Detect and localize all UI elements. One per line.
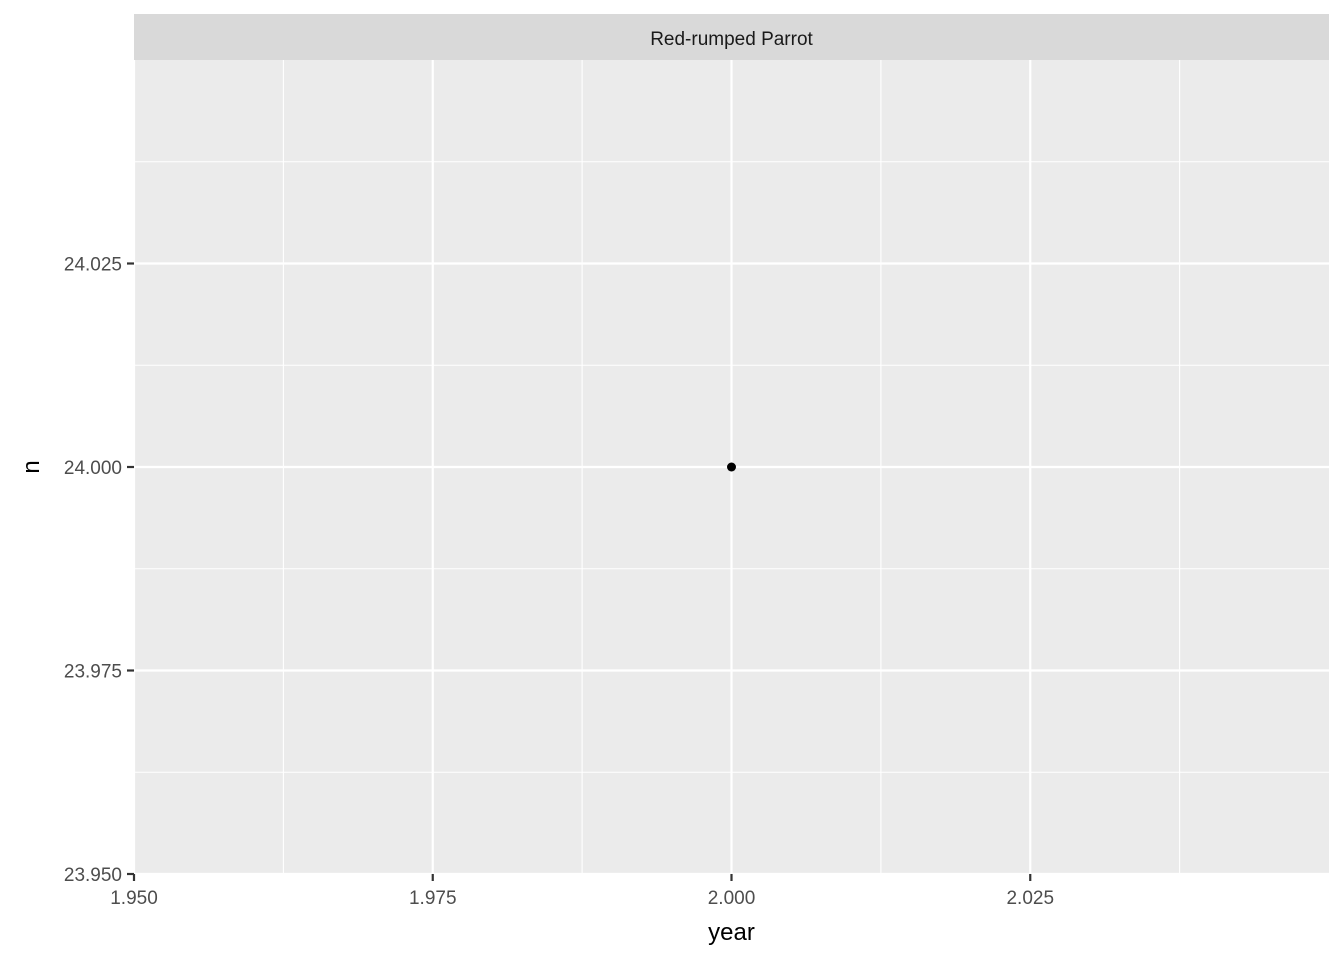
y-tick-label: 24.000 [64,458,122,479]
x-axis: 1.950 1.975 2.000 2.025 [110,874,1054,909]
y-tick-label: 23.950 [64,865,122,886]
data-points [727,462,736,472]
y-axis-title: n [18,460,45,473]
x-axis-title: year [708,919,755,946]
data-point [727,462,736,472]
x-tick-label: 1.975 [409,888,457,909]
x-tick-label: 2.025 [1006,888,1054,909]
y-tick-label: 24.025 [64,255,122,276]
y-axis: 23.950 23.975 24.000 24.025 [64,255,134,886]
strip-background [134,14,1329,60]
x-tick-label: 2.000 [708,888,756,909]
facet-strip-label: Red-rumped Parrot [650,29,813,50]
y-tick-label: 23.975 [64,662,122,683]
x-tick-label: 1.950 [110,888,158,909]
